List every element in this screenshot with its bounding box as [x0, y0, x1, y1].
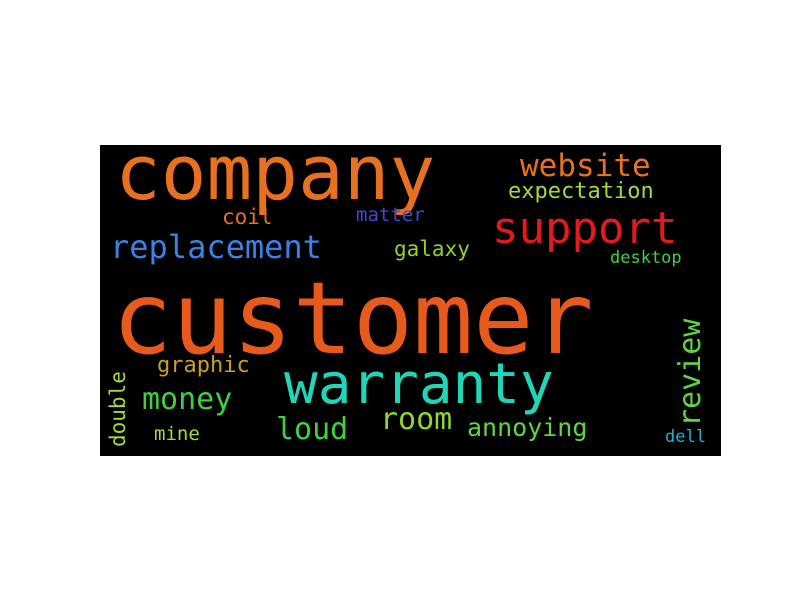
- word-room: room: [380, 402, 453, 437]
- word-warranty: warranty: [284, 352, 554, 417]
- word-expectation: expectation: [508, 179, 654, 204]
- word-customer: customer: [112, 260, 594, 377]
- word-loud: loud: [276, 412, 349, 447]
- word-website: website: [520, 148, 651, 184]
- word-double: double: [106, 371, 130, 447]
- word-replacement: replacement: [110, 228, 322, 266]
- word-mine: mine: [154, 423, 200, 445]
- word-review: review: [673, 318, 708, 427]
- word-coil: coil: [222, 205, 273, 229]
- word-desktop: desktop: [610, 248, 682, 268]
- word-cloud: customer company warranty support replac…: [100, 145, 721, 456]
- word-galaxy: galaxy: [394, 237, 470, 261]
- word-graphic: graphic: [157, 353, 250, 378]
- word-matter: matter: [356, 204, 425, 226]
- word-support: support: [492, 203, 678, 254]
- word-company: company: [115, 145, 436, 217]
- word-money: money: [142, 382, 233, 417]
- word-annoying: annoying: [467, 413, 588, 442]
- word-dell: dell: [665, 427, 706, 447]
